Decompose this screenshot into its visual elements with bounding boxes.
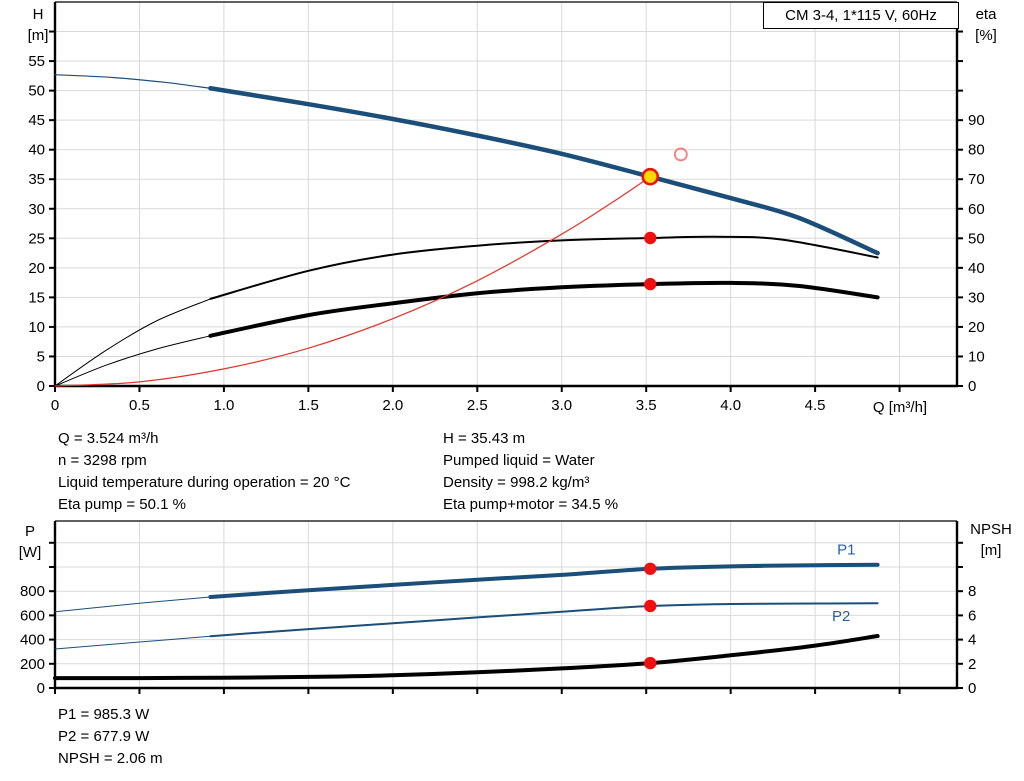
annotation-line: Q = 3.524 m³/h — [58, 430, 159, 447]
annotation-line: Eta pump+motor = 34.5 % — [443, 496, 619, 513]
right-tick-label: 10 — [968, 348, 985, 365]
right-tick-label: 0 — [968, 378, 976, 395]
right-tick-label: 80 — [968, 142, 985, 159]
p2-curve-ext — [54, 635, 211, 650]
left-tick-label: 40 — [28, 142, 45, 159]
x-tick-label: 3.0 — [551, 397, 572, 414]
annotation-line: n = 3298 rpm — [58, 452, 147, 469]
duty-data-left: Q = 3.524 m³/h n = 3298 rpm Liquid tempe… — [58, 428, 350, 516]
npsh-axis-title: NPSH [m] — [970, 521, 1012, 559]
annotation-line: Liquid temperature during operation = 20… — [58, 474, 351, 491]
right-tick-label: 8 — [968, 583, 976, 600]
p2-point — [644, 599, 657, 613]
x-tick-label: 2.5 — [467, 397, 488, 414]
left-tick-label: 50 — [28, 83, 45, 100]
left-tick-label: 20 — [28, 260, 45, 277]
duty-point — [641, 167, 660, 186]
npsh-curve — [53, 634, 880, 681]
left-tick-label: 55 — [28, 53, 45, 70]
head-curve — [208, 86, 880, 256]
left-tick-label: 10 — [28, 319, 45, 336]
annotation-line: NPSH = 2.06 m — [58, 750, 163, 767]
annotation-line: Pumped liquid = Water — [443, 452, 595, 469]
system-curve — [54, 176, 651, 387]
duty-data-right: H = 35.43 m Pumped liquid = Water Densit… — [443, 428, 618, 516]
annotation-line: Density = 998.2 kg/m³ — [443, 474, 590, 491]
left-tick-label: 35 — [28, 171, 45, 188]
p1-curve-ext — [54, 596, 211, 613]
chart-group: 0 5 10 15 20 25 30 35 40 45 50 55 0 10 20 30 40 50 60 70 80 9… — [28, 1, 985, 414]
h-axis-title: H [m] — [27, 6, 49, 44]
right-tick-label: 6 — [968, 607, 976, 624]
x-tick-label: 4.5 — [805, 397, 826, 414]
pump-title-box: CM 3-4, 1*115 V, 60Hz — [763, 2, 959, 29]
x-tick-label: 4.0 — [720, 397, 741, 414]
curve-label-p2: P2 — [832, 608, 850, 625]
left-tick-label: 45 — [28, 112, 45, 129]
annotation-line: P1 = 985.3 W — [58, 706, 150, 723]
eta-axis-title: eta [%] — [975, 6, 997, 44]
right-tick-label: 70 — [968, 171, 985, 188]
left-tick-label: 25 — [28, 230, 45, 247]
annotation-line: Eta pump = 50.1 % — [58, 496, 186, 513]
p-axis-title: P [W] — [18, 523, 42, 561]
left-tick-label: 400 — [20, 632, 45, 649]
x-tick-label: 2.0 — [382, 397, 403, 414]
right-tick-label: 50 — [968, 230, 985, 247]
right-tick-label: 0 — [968, 680, 976, 697]
right-tick-label: 4 — [968, 632, 976, 649]
left-tick-label: 15 — [28, 289, 45, 306]
p1-curve — [208, 562, 880, 599]
x-tick-label: 1.0 — [213, 397, 234, 414]
right-tick-label: 2 — [968, 656, 976, 673]
right-tick-label: 60 — [968, 201, 985, 218]
head-curve-ext — [54, 74, 211, 89]
requested-duty-point — [673, 147, 688, 162]
left-tick-label: 800 — [20, 583, 45, 600]
eta-pump-motor-curve-ext — [54, 335, 211, 387]
p1-point — [644, 562, 657, 576]
q-axis-title: Q [m³/h] — [872, 399, 928, 416]
right-tick-label: 40 — [968, 260, 985, 277]
x-tick-label: 0.5 — [129, 397, 150, 414]
eta-pump-point — [644, 231, 657, 245]
left-tick-label: 600 — [20, 607, 45, 624]
x-tick-label: 0 — [51, 397, 59, 414]
left-tick-label: 30 — [28, 201, 45, 218]
annotation-line: P2 = 677.9 W — [58, 728, 150, 745]
eta-pump-motor-point — [644, 277, 657, 291]
annotation-line: H = 35.43 m — [443, 430, 526, 447]
npsh-point — [644, 656, 657, 670]
left-tick-label: 0 — [37, 680, 45, 697]
eta-pump-curve — [209, 235, 879, 300]
p2-curve — [209, 602, 879, 638]
power-data: P1 = 985.3 W P2 = 677.9 W NPSH = 2.06 m — [58, 704, 163, 770]
x-tick-label: 1.5 — [298, 397, 319, 414]
eta-pump-motor-curve — [208, 280, 880, 338]
curve-label-p1: P1 — [837, 541, 855, 558]
left-tick-label: 0 — [37, 378, 45, 395]
right-tick-label: 90 — [968, 112, 985, 129]
eta-pump-curve-ext — [54, 298, 211, 387]
pump-title: CM 3-4, 1*115 V, 60Hz — [785, 7, 937, 24]
chart-group: 0 200 400 600 800 0 2 4 6 8 P1 P2 — [20, 520, 976, 697]
x-tick-label: 3.5 — [636, 397, 657, 414]
right-tick-label: 30 — [968, 289, 985, 306]
right-tick-label: 20 — [968, 319, 985, 336]
left-tick-label: 200 — [20, 656, 45, 673]
left-tick-label: 5 — [37, 348, 45, 365]
